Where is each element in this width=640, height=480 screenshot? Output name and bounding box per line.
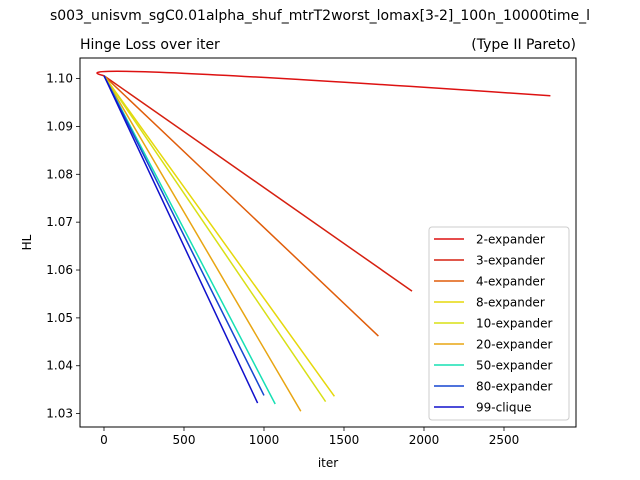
series-line-3-expander — [103, 75, 413, 292]
legend-label: 80-expander — [476, 380, 552, 394]
plot-lines — [96, 70, 551, 412]
series-line-4-expander — [103, 75, 379, 337]
legend-label: 10-expander — [476, 317, 552, 331]
series-line-99-clique — [103, 75, 259, 404]
series-line-8-expander — [103, 75, 336, 397]
y-axis-label: HL — [20, 234, 34, 250]
y-tick-label: 1.04 — [46, 359, 73, 373]
series-line-20-expander — [103, 75, 302, 412]
series-line-80-expander — [103, 75, 265, 396]
legend-label: 3-expander — [476, 254, 545, 268]
legend: 2-expander 3-expander 4-expander 8-expander… — [428, 226, 570, 421]
figure-suptitle: s003_unisvm_sgC0.01alpha_shuf_mtrT2worst… — [50, 8, 590, 24]
x-tick-label: 1500 — [329, 433, 360, 447]
series-line-10-expander — [103, 75, 327, 403]
legend-box — [428, 226, 570, 421]
x-axis-label: iter — [318, 456, 338, 470]
y-tick-label: 1.07 — [46, 215, 73, 229]
x-tick-label: 500 — [173, 433, 196, 447]
chart-title-left: Hinge Loss over iter — [80, 37, 220, 53]
legend-label: 2-expander — [476, 233, 545, 247]
series-line-2-expander — [96, 70, 551, 97]
x-axis: 0 500 1000 1500 2000 2500 — [100, 427, 519, 447]
x-tick-label: 0 — [100, 433, 108, 447]
y-tick-label: 1.08 — [46, 167, 73, 181]
y-tick-label: 1.10 — [46, 72, 73, 86]
x-tick-label: 2000 — [409, 433, 440, 447]
legend-label: 99-clique — [476, 401, 531, 415]
plot-area-frame — [79, 57, 577, 428]
x-tick-label: 1000 — [249, 433, 280, 447]
y-tick-label: 1.05 — [46, 311, 73, 325]
series-line-50-expander — [103, 75, 276, 405]
x-tick-label: 2500 — [489, 433, 520, 447]
y-tick-label: 1.09 — [46, 119, 73, 133]
legend-label: 4-expander — [476, 275, 545, 289]
chart-title-right: (Type II Pareto) — [471, 37, 576, 53]
legend-label: 50-expander — [476, 359, 552, 373]
y-axis: 1.03 1.04 1.05 1.06 1.07 1.08 1.09 1.10 — [46, 72, 80, 421]
legend-label: 20-expander — [476, 338, 552, 352]
legend-label: 8-expander — [476, 296, 545, 310]
y-tick-label: 1.03 — [46, 407, 73, 421]
y-tick-label: 1.06 — [46, 263, 73, 277]
